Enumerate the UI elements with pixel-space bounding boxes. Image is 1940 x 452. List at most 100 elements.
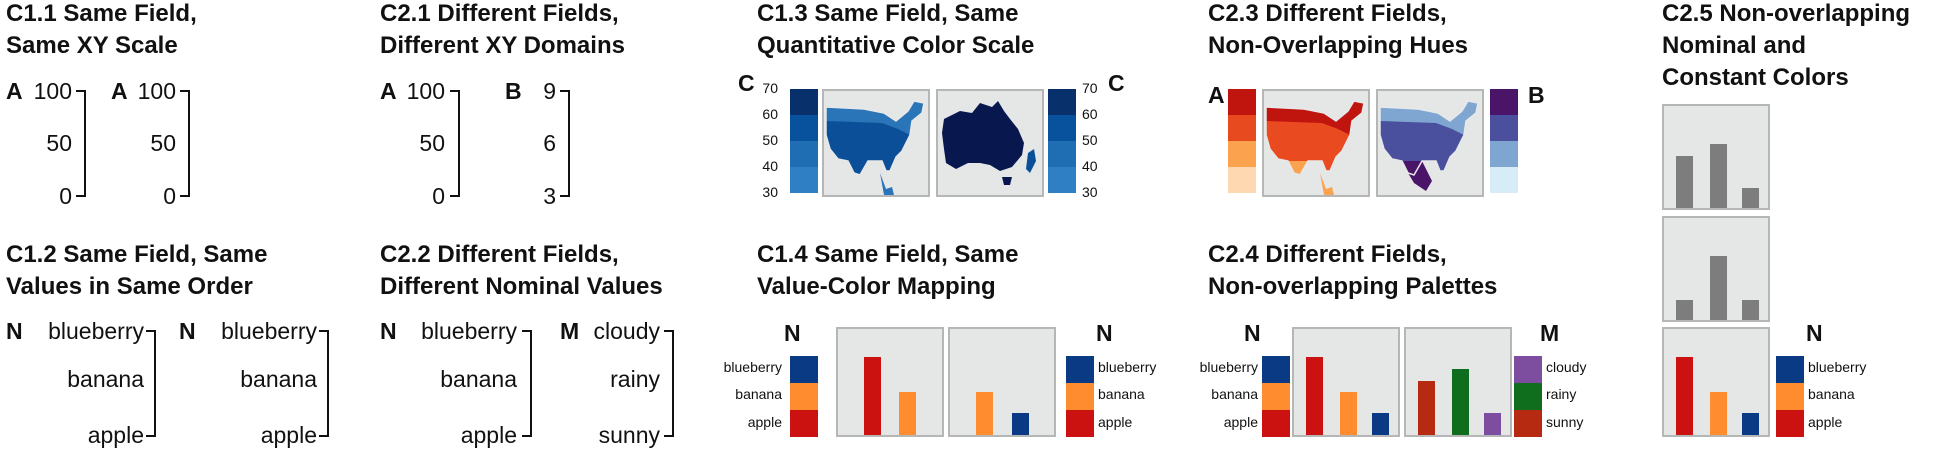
- axis-line: [154, 330, 156, 437]
- legend-label: banana: [1211, 386, 1258, 402]
- c14-chart-left: [836, 327, 944, 437]
- tick-mark: [522, 435, 530, 437]
- color-swatch: [1048, 167, 1076, 193]
- color-swatch: [1514, 356, 1542, 383]
- tick-label: 50: [150, 130, 176, 156]
- legend-label: blueberry: [1199, 359, 1258, 375]
- bar-banana: [1340, 392, 1357, 435]
- title-c21: C2.1 Different Fields, Different XY Doma…: [380, 0, 625, 59]
- field-label: M: [1540, 320, 1560, 346]
- tick-label: 40: [762, 158, 778, 174]
- field-label: B: [505, 78, 522, 104]
- color-swatch: [1228, 141, 1256, 167]
- color-swatch: [790, 141, 818, 167]
- legend-label: cloudy: [1546, 359, 1587, 375]
- color-swatch: [1514, 383, 1542, 410]
- title-c23: C2.3 Different Fields, Non-Overlapping H…: [1208, 0, 1469, 59]
- tick-label: 100: [406, 78, 445, 104]
- tick-label: sunny: [598, 422, 660, 448]
- field-label: N: [784, 320, 801, 346]
- bar-apple: [1306, 357, 1323, 435]
- c13-map-australia: [936, 89, 1044, 197]
- tick-label: apple: [260, 422, 317, 448]
- axis-line: [458, 90, 460, 197]
- title-c12: C1.2 Same Field, Same Values in Same Ord…: [6, 241, 268, 300]
- tick-mark: [450, 195, 458, 197]
- tick-label: 50: [1082, 132, 1098, 148]
- tick-label: apple: [460, 422, 517, 448]
- color-swatch: [1262, 410, 1290, 437]
- field-label: N: [179, 318, 196, 344]
- tick-mark: [664, 435, 672, 437]
- color-swatch: [1228, 115, 1256, 141]
- field-label: N: [1806, 320, 1823, 346]
- tick-label: apple: [87, 422, 144, 448]
- field-label: N: [380, 318, 397, 344]
- color-swatch: [1066, 410, 1094, 437]
- color-swatch: [790, 356, 818, 383]
- bar-rainy: [1452, 369, 1469, 435]
- color-swatch: [1228, 89, 1256, 115]
- tick-label: 50: [46, 130, 72, 156]
- australia-map: [942, 101, 1036, 185]
- tick-label: 100: [33, 78, 72, 104]
- tick-mark: [450, 90, 458, 92]
- tick-label: rainy: [610, 366, 660, 392]
- bar-banana: [976, 392, 993, 435]
- field-label: N: [1096, 320, 1113, 346]
- title-c13: C1.3 Same Field, Same Quantitative Color…: [757, 0, 1035, 59]
- c14-chart-right: [948, 327, 1056, 437]
- tick-label: banana: [440, 366, 517, 392]
- field-label: A: [111, 78, 128, 104]
- tick-label: 30: [762, 184, 778, 200]
- tick-label: blueberry: [48, 318, 144, 344]
- legend-label: banana: [735, 386, 782, 402]
- color-swatch: [1776, 356, 1804, 383]
- color-swatch: [1490, 115, 1518, 141]
- bar-apple: [864, 357, 881, 435]
- title-c22: C2.2 Different Fields, Different Nominal…: [380, 241, 663, 300]
- tick-mark: [146, 330, 154, 332]
- color-swatch: [790, 167, 818, 193]
- tick-label: 6: [543, 130, 556, 156]
- tick-mark: [560, 195, 568, 197]
- bar-blueberry: [1372, 413, 1389, 435]
- axis-line: [530, 330, 532, 437]
- tick-label: blueberry: [421, 318, 517, 344]
- field-label: N: [6, 318, 23, 344]
- tick-mark: [319, 435, 327, 437]
- tick-label: 0: [163, 183, 176, 209]
- color-swatch: [1490, 141, 1518, 167]
- legend-label: banana: [1808, 386, 1855, 402]
- legend-label: blueberry: [1098, 359, 1157, 375]
- tick-label: 100: [137, 78, 176, 104]
- tick-label: 0: [59, 183, 72, 209]
- bar-constant: [1710, 256, 1727, 320]
- tick-label: banana: [240, 366, 317, 392]
- c25-chart-top: [1662, 104, 1770, 210]
- axis-line: [672, 330, 674, 437]
- bar-constant: [1676, 300, 1693, 320]
- bar-constant: [1742, 188, 1759, 208]
- usa-map: [1265, 100, 1365, 195]
- field-label: A: [380, 78, 397, 104]
- bar-banana: [899, 392, 916, 435]
- title-c25: C2.5 Non-overlapping Nominal and Constan…: [1662, 0, 1911, 91]
- bar-constant: [1710, 144, 1727, 208]
- bar-constant: [1676, 156, 1693, 208]
- bar-cloudy: [1484, 413, 1501, 435]
- tick-label: banana: [67, 366, 144, 392]
- legend-label: apple: [1223, 414, 1258, 430]
- bar-apple: [1676, 357, 1693, 435]
- color-swatch: [1048, 141, 1076, 167]
- tick-mark: [560, 90, 568, 92]
- tick-label: 60: [1082, 106, 1098, 122]
- color-swatch: [1066, 383, 1094, 410]
- bar-constant: [1742, 300, 1759, 320]
- color-swatch: [1490, 89, 1518, 115]
- color-swatch: [790, 115, 818, 141]
- tick-label: 0: [432, 183, 445, 209]
- field-label: B: [1528, 82, 1545, 108]
- c24-chart-left: [1292, 327, 1400, 437]
- c25-chart-middle: [1662, 216, 1770, 322]
